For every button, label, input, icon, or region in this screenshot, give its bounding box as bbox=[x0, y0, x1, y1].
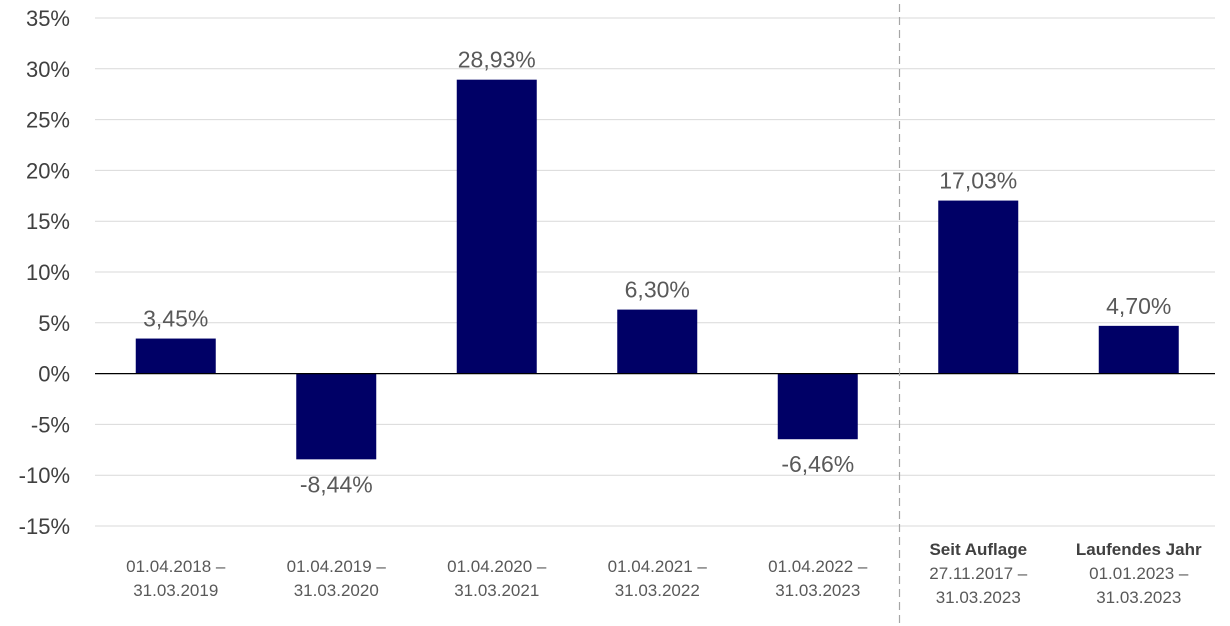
category-label: 31.03.2023 bbox=[936, 588, 1021, 607]
category-label: 01.01.2023 – bbox=[1089, 564, 1189, 583]
bar bbox=[617, 309, 698, 374]
data-label: -6,46% bbox=[781, 451, 854, 477]
y-tick-label: -10% bbox=[19, 463, 70, 488]
bar bbox=[456, 79, 537, 374]
data-label: 3,45% bbox=[143, 306, 208, 332]
y-tick-label: 20% bbox=[26, 158, 70, 183]
category-label: 27.11.2017 – bbox=[929, 564, 1028, 583]
category-label: 01.04.2019 – bbox=[287, 557, 387, 576]
bar bbox=[938, 200, 1019, 374]
category-label: 01.04.2018 – bbox=[126, 557, 226, 576]
y-tick-label: 35% bbox=[26, 6, 70, 31]
data-labels: 3,45% -8,44% 28,93% 6,30% -6,46% 17,03% 4,70% bbox=[143, 47, 1171, 498]
bar bbox=[777, 373, 858, 440]
data-label: 4,70% bbox=[1106, 293, 1171, 319]
y-tick-label: 25% bbox=[26, 108, 70, 133]
y-tick-label: 30% bbox=[26, 57, 70, 82]
y-tick-label: 15% bbox=[26, 209, 70, 234]
y-tick-label: -5% bbox=[31, 412, 70, 437]
bar bbox=[135, 338, 216, 374]
bar bbox=[296, 373, 377, 460]
bars bbox=[135, 79, 1179, 460]
category-label: 31.03.2023 bbox=[1096, 588, 1181, 607]
y-tick-label: 5% bbox=[38, 311, 70, 336]
y-tick-label: 10% bbox=[26, 260, 70, 285]
category-label: 01.04.2020 – bbox=[447, 557, 547, 576]
category-label: 01.04.2022 – bbox=[768, 557, 868, 576]
y-axis-tick-labels: 35% 30% 25% 20% 15% 10% 5% 0% -5% -10% -15% bbox=[19, 6, 70, 539]
y-tick-label: -15% bbox=[19, 514, 70, 539]
category-label: 01.04.2021 – bbox=[608, 557, 708, 576]
y-tick-label: 0% bbox=[38, 362, 70, 387]
category-label: 31.03.2019 bbox=[133, 581, 218, 600]
category-label: 31.03.2022 bbox=[615, 581, 700, 600]
data-label: 28,93% bbox=[458, 47, 536, 73]
category-label: 31.03.2020 bbox=[294, 581, 379, 600]
data-label: -8,44% bbox=[300, 471, 373, 497]
data-label: 6,30% bbox=[625, 277, 690, 303]
bar bbox=[1098, 325, 1179, 374]
grid-lines bbox=[95, 17, 1215, 527]
category-labels: 01.04.2018 – 31.03.2019 01.04.2019 – 31.03.… bbox=[126, 540, 1202, 607]
category-label: 31.03.2021 bbox=[454, 581, 539, 600]
data-label: 17,03% bbox=[939, 168, 1017, 194]
category-label: Seit Auflage bbox=[929, 540, 1027, 559]
category-label: 31.03.2023 bbox=[775, 581, 860, 600]
category-label: Laufendes Jahr bbox=[1076, 540, 1202, 559]
